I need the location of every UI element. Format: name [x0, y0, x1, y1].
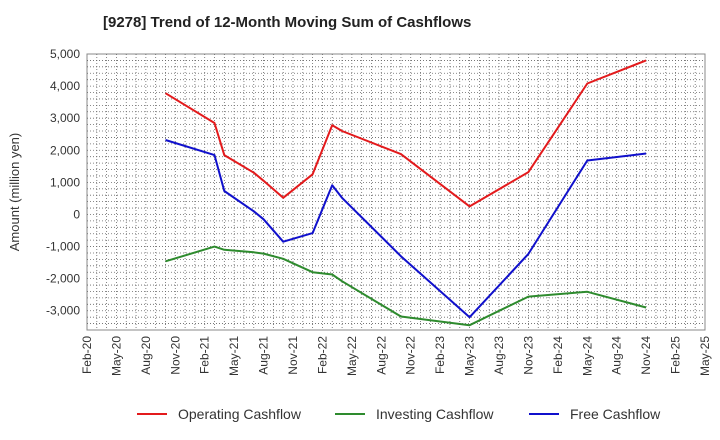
x-tick-label: May-25 — [698, 336, 712, 376]
legend-label: Investing Cashflow — [376, 406, 494, 422]
x-tick-label: Nov-23 — [521, 336, 535, 375]
chart-title: [9278] Trend of 12-Month Moving Sum of C… — [103, 14, 472, 31]
x-tick-label: May-20 — [109, 336, 123, 376]
x-tick-label: Feb-21 — [198, 336, 212, 374]
series-line — [165, 139, 647, 319]
plot-area — [86, 53, 706, 331]
x-tick-label: Aug-24 — [610, 336, 624, 375]
x-tick-label: Nov-21 — [286, 336, 300, 375]
y-tick-label: -3,000 — [46, 304, 80, 318]
series-line — [165, 245, 647, 327]
x-tick-label: Feb-23 — [433, 336, 447, 374]
y-tick-label: 1,000 — [50, 175, 80, 189]
y-tick-label: 4,000 — [50, 79, 80, 93]
x-tick-label: May-21 — [227, 336, 241, 376]
y-tick-label: -2,000 — [46, 272, 80, 286]
x-tick-label: Aug-22 — [374, 336, 388, 375]
x-tick-label: Nov-24 — [639, 336, 653, 375]
y-tick-label: 0 — [73, 207, 80, 221]
y-tick-label: 2,000 — [50, 143, 80, 157]
x-tick-label: May-22 — [345, 336, 359, 376]
x-tick-label: Aug-20 — [139, 336, 153, 375]
y-tick-label: 3,000 — [50, 111, 80, 125]
x-tick-label: Nov-20 — [168, 336, 182, 375]
x-tick-label: May-23 — [463, 336, 477, 376]
x-tick-label: Feb-22 — [315, 336, 329, 374]
x-tick-label: Feb-20 — [80, 336, 94, 374]
x-tick-label: Feb-24 — [551, 336, 565, 374]
y-axis-label: Amount (million yen) — [7, 133, 22, 252]
series-line — [164, 59, 647, 208]
y-tick-label: 5,000 — [50, 47, 80, 61]
legend-label: Operating Cashflow — [178, 406, 302, 422]
x-tick-label: Aug-23 — [492, 336, 506, 375]
y-tick-label: -1,000 — [46, 240, 80, 254]
legend-label: Free Cashflow — [570, 406, 661, 422]
x-tick-label: Nov-22 — [404, 336, 418, 375]
x-tick-label: Aug-21 — [257, 336, 271, 375]
x-tick-label: Feb-25 — [669, 336, 683, 374]
x-tick-label: May-24 — [580, 336, 594, 376]
